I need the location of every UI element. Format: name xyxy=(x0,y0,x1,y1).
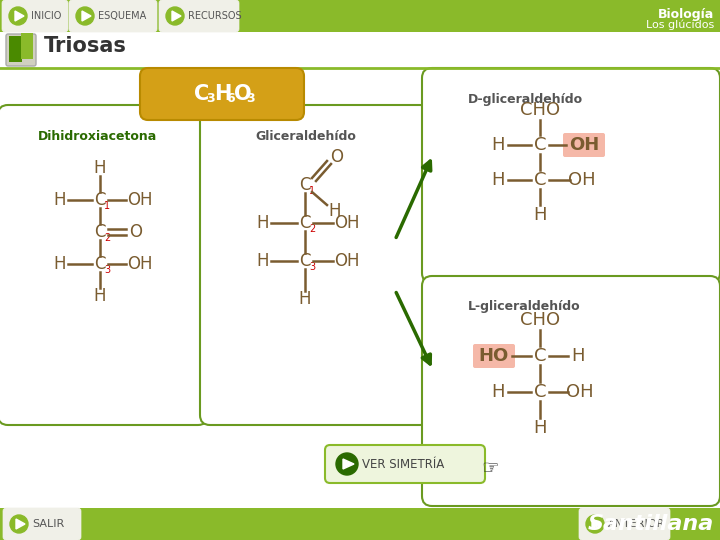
Text: 6: 6 xyxy=(226,92,235,105)
Text: OH: OH xyxy=(334,252,360,270)
Polygon shape xyxy=(16,519,25,529)
Text: O: O xyxy=(330,148,343,166)
FancyBboxPatch shape xyxy=(0,32,720,540)
FancyBboxPatch shape xyxy=(563,133,605,157)
FancyBboxPatch shape xyxy=(0,105,208,425)
FancyBboxPatch shape xyxy=(6,34,36,66)
Polygon shape xyxy=(172,11,181,21)
Text: ☞: ☞ xyxy=(481,458,499,477)
Text: 3: 3 xyxy=(206,92,215,105)
Text: SALIR: SALIR xyxy=(32,519,64,529)
Text: OH: OH xyxy=(334,214,360,232)
FancyBboxPatch shape xyxy=(579,508,670,540)
Polygon shape xyxy=(592,519,601,529)
Text: RECURSOS: RECURSOS xyxy=(188,11,242,21)
FancyBboxPatch shape xyxy=(0,0,720,32)
FancyBboxPatch shape xyxy=(0,508,720,540)
Text: H: H xyxy=(257,252,269,270)
FancyBboxPatch shape xyxy=(140,68,304,120)
Text: H: H xyxy=(491,136,505,154)
Text: OH: OH xyxy=(127,191,153,209)
Polygon shape xyxy=(343,459,354,469)
FancyBboxPatch shape xyxy=(200,105,430,425)
FancyBboxPatch shape xyxy=(2,0,68,32)
FancyBboxPatch shape xyxy=(9,36,22,62)
Text: H: H xyxy=(54,255,66,273)
Text: O: O xyxy=(130,223,143,241)
Text: C: C xyxy=(534,383,546,401)
Circle shape xyxy=(586,515,604,533)
Circle shape xyxy=(10,515,28,533)
Text: H: H xyxy=(534,419,546,437)
Text: 3: 3 xyxy=(104,265,110,275)
Text: C: C xyxy=(194,84,210,104)
Text: Santillana: Santillana xyxy=(588,514,714,534)
Text: ESQUEMA: ESQUEMA xyxy=(98,11,146,21)
Text: H: H xyxy=(571,347,585,365)
Text: 2: 2 xyxy=(104,233,110,243)
Text: VER SIMETRÍA: VER SIMETRÍA xyxy=(362,457,444,470)
Text: Biología: Biología xyxy=(658,8,714,21)
Text: D-gliceraldehído: D-gliceraldehído xyxy=(468,93,583,106)
Text: H: H xyxy=(299,290,311,308)
Text: OH: OH xyxy=(568,171,596,189)
FancyBboxPatch shape xyxy=(325,445,485,483)
FancyBboxPatch shape xyxy=(422,276,720,506)
Text: OH: OH xyxy=(127,255,153,273)
Text: Triosas: Triosas xyxy=(44,36,127,56)
Polygon shape xyxy=(15,11,24,21)
Text: OH: OH xyxy=(566,383,594,401)
Circle shape xyxy=(9,7,27,25)
Text: C: C xyxy=(300,252,311,270)
Text: H: H xyxy=(491,383,505,401)
Text: H: H xyxy=(491,171,505,189)
Text: Los glúcidos: Los glúcidos xyxy=(646,20,714,30)
Text: 2: 2 xyxy=(309,224,315,234)
Text: C: C xyxy=(94,223,106,241)
Text: L-gliceraldehído: L-gliceraldehído xyxy=(468,300,580,313)
Text: C: C xyxy=(94,191,106,209)
Text: 1: 1 xyxy=(104,201,110,211)
Text: INICIO: INICIO xyxy=(31,11,61,21)
Text: 3: 3 xyxy=(309,262,315,272)
Text: H: H xyxy=(329,202,341,220)
Circle shape xyxy=(76,7,94,25)
Circle shape xyxy=(166,7,184,25)
FancyBboxPatch shape xyxy=(21,33,33,59)
FancyBboxPatch shape xyxy=(422,68,720,283)
FancyBboxPatch shape xyxy=(473,344,515,368)
Text: H: H xyxy=(214,84,231,104)
Text: H: H xyxy=(94,159,107,177)
FancyBboxPatch shape xyxy=(69,0,157,32)
Text: H: H xyxy=(257,214,269,232)
Text: C: C xyxy=(534,171,546,189)
Text: OH: OH xyxy=(569,136,599,154)
Text: HO: HO xyxy=(479,347,509,365)
Text: C: C xyxy=(94,255,106,273)
Text: ANTERIOR: ANTERIOR xyxy=(608,519,665,529)
Polygon shape xyxy=(82,11,91,21)
Text: H: H xyxy=(54,191,66,209)
Text: O: O xyxy=(234,84,251,104)
Text: H: H xyxy=(534,206,546,224)
Text: 3: 3 xyxy=(246,92,255,105)
FancyBboxPatch shape xyxy=(3,508,81,540)
Text: Dihidroxiacetona: Dihidroxiacetona xyxy=(38,130,157,143)
Text: H: H xyxy=(94,287,107,305)
Text: C: C xyxy=(300,214,311,232)
Text: C: C xyxy=(534,347,546,365)
Text: CHO: CHO xyxy=(520,311,560,329)
FancyBboxPatch shape xyxy=(159,0,239,32)
Text: C: C xyxy=(534,136,546,154)
Circle shape xyxy=(336,453,358,475)
Text: CHO: CHO xyxy=(520,101,560,119)
Text: 1: 1 xyxy=(309,186,315,196)
Text: C: C xyxy=(300,176,311,194)
Text: Gliceraldehído: Gliceraldehído xyxy=(255,130,356,143)
